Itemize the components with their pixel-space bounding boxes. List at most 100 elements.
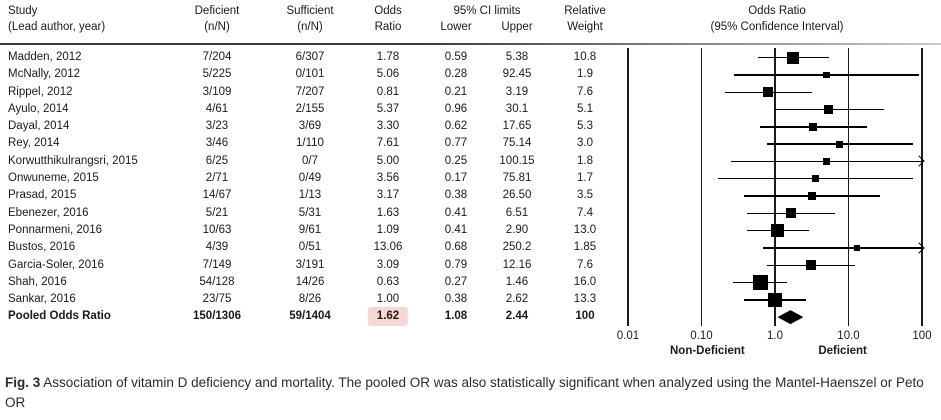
deficient-cell: 7/149 xyxy=(202,258,232,271)
weight-cell: 5.3 xyxy=(577,120,593,133)
deficient-cell: 2/71 xyxy=(205,172,229,185)
deficient-cell: 54/128 xyxy=(199,275,235,288)
ci-upper-cell: 6.51 xyxy=(505,206,529,219)
odds-ratio-cell: 1.62 xyxy=(367,307,409,327)
table-row: Madden, 2012 7/204 6/307 1.78 0.59 5.38 10.8 xyxy=(0,49,941,66)
or-marker xyxy=(808,122,818,132)
ci-upper-cell: 250.2 xyxy=(502,241,532,254)
deficient-cell: 5/225 xyxy=(202,68,232,81)
sufficient-cell: 1/110 xyxy=(296,137,324,150)
sufficient-cell: 5/31 xyxy=(298,206,322,219)
odds-ratio-cell: 0.81 xyxy=(376,85,400,98)
table-row: Dayal, 2014 3/23 3/69 3.30 0.62 17.65 5.3 xyxy=(0,118,941,135)
table-row: Ayulo, 2014 4/61 2/155 5.37 0.96 30.1 5.1 xyxy=(0,101,941,118)
odds-ratio-cell: 1.09 xyxy=(376,223,400,236)
weight-cell: 5.1 xyxy=(577,102,593,115)
table-row: Sankar, 2016 23/75 8/26 1.00 0.38 2.62 13.3 xyxy=(0,291,941,308)
sufficient-cell: 8/26 xyxy=(298,293,322,306)
odds-ratio-cell: 1.63 xyxy=(376,206,400,219)
header-sufficient: Sufficient (n/N) xyxy=(286,5,334,33)
ci-lower-cell: 0.62 xyxy=(444,120,468,133)
header-study-line1: Study xyxy=(8,5,38,17)
or-marker xyxy=(824,105,833,114)
weight-cell: 3.5 xyxy=(577,189,593,202)
or-marker xyxy=(805,260,817,271)
deficient-cell: 4/39 xyxy=(205,241,229,254)
weight-cell: 1.85 xyxy=(573,241,597,254)
header-relative-weight: Relative Weight xyxy=(564,5,606,33)
axis-tick-label: 0.01 xyxy=(616,330,640,342)
odds-ratio-cell: 3.17 xyxy=(376,189,400,202)
header-study: Study (Lead author, year) xyxy=(8,3,105,35)
ci-upper-cell: 26.50 xyxy=(502,189,532,202)
or-marker xyxy=(752,275,768,291)
sufficient-cell: 2/155 xyxy=(295,102,325,115)
ci-upper-cell: 30.1 xyxy=(505,102,529,115)
weight-cell: 100 xyxy=(575,310,595,323)
weight-cell: 16.0 xyxy=(573,275,597,288)
deficient-cell: 14/67 xyxy=(202,189,232,202)
sufficient-cell: 0/51 xyxy=(298,241,322,254)
ci-upper-cell: 17.65 xyxy=(502,120,532,133)
ci-lower-cell: 0.28 xyxy=(444,68,468,81)
sufficient-cell: 0/7 xyxy=(302,154,318,167)
odds-ratio-cell: 3.30 xyxy=(376,120,400,133)
ci-lower-cell: 0.96 xyxy=(444,102,468,115)
sufficient-cell: 3/191 xyxy=(295,258,325,271)
table-row: Rippel, 2012 3/109 7/207 0.81 0.21 3.19 7.6 xyxy=(0,84,941,101)
ci-upper-cell: 1.46 xyxy=(505,275,529,288)
x-axis: 0.01 0.10 1.0 10.0 100 Non-Deficient Deficient xyxy=(617,330,932,364)
deficient-cell: 10/63 xyxy=(202,223,232,236)
or-marker xyxy=(812,175,819,182)
grid-line xyxy=(774,48,776,326)
header-odds-ratio: Odds Ratio xyxy=(374,5,402,33)
table-row: McNally, 2012 5/225 0/101 5.06 0.28 92.45 1.9 xyxy=(0,66,941,83)
ci-line xyxy=(762,247,922,249)
weight-cell: 1.7 xyxy=(577,172,593,185)
weight-cell: 13.3 xyxy=(573,293,597,306)
weight-cell: 7.6 xyxy=(577,258,593,271)
ci-lower-cell: 0.41 xyxy=(444,206,468,219)
or-marker xyxy=(771,224,785,238)
sufficient-cell: 3/69 xyxy=(298,120,322,133)
ci-upper-cell: 75.81 xyxy=(502,172,532,185)
or-marker xyxy=(768,293,782,307)
ci-lower-cell: 0.38 xyxy=(444,293,468,306)
header-study-line2: (Lead author, year) xyxy=(8,21,106,33)
study-cell: McNally, 2012 xyxy=(8,68,81,81)
deficient-cell: 5/21 xyxy=(205,206,229,219)
study-cell: Ponnarmeni, 2016 xyxy=(8,223,102,236)
ci-lower-cell: 0.25 xyxy=(444,154,468,167)
odds-ratio-cell: 13.06 xyxy=(373,241,403,254)
deficient-cell: 7/204 xyxy=(202,51,232,63)
ci-upper-cell: 100.15 xyxy=(499,154,535,167)
odds-ratio-cell: 0.63 xyxy=(376,275,400,288)
sufficient-cell: 0/101 xyxy=(295,68,325,81)
study-cell: Shah, 2016 xyxy=(8,275,67,288)
deficient-cell: 3/46 xyxy=(205,137,229,150)
table-row: Ebenezer, 2016 5/21 5/31 1.63 0.41 6.51 7.4 xyxy=(0,205,941,222)
table-row: Korwutthikulrangsri, 2015 6/25 0/7 5.00 0.25… xyxy=(0,153,941,170)
ci-lower-cell: 0.68 xyxy=(444,241,468,254)
ci-lower-cell: 1.08 xyxy=(444,310,468,323)
ci-upper-cell: 75.14 xyxy=(502,137,532,150)
study-cell: Pooled Odds Ratio xyxy=(8,310,111,323)
axis-tick-label: 0.10 xyxy=(690,330,713,342)
or-marker xyxy=(763,87,774,98)
or-marker xyxy=(808,192,816,200)
deficient-cell: 150/1306 xyxy=(193,310,241,323)
grid-line xyxy=(847,48,850,326)
table-row: Rey, 2014 3/46 1/110 7.61 0.77 75.14 3.0 xyxy=(0,135,941,152)
weight-cell: 13.0 xyxy=(573,223,597,236)
table-row: Prasad, 2015 14/67 1/13 3.17 0.38 26.50 3.5 xyxy=(0,187,941,204)
ci-lower-cell: 0.27 xyxy=(444,275,468,288)
weight-cell: 7.4 xyxy=(577,206,593,219)
or-marker xyxy=(853,244,861,252)
weight-cell: 3.0 xyxy=(577,137,593,150)
weight-cell: 10.8 xyxy=(573,51,597,63)
or-marker xyxy=(823,158,830,165)
study-cell: Ayulo, 2014 xyxy=(8,102,69,115)
study-cell: Dayal, 2014 xyxy=(8,120,70,133)
odds-ratio-cell: 1.00 xyxy=(376,293,400,306)
